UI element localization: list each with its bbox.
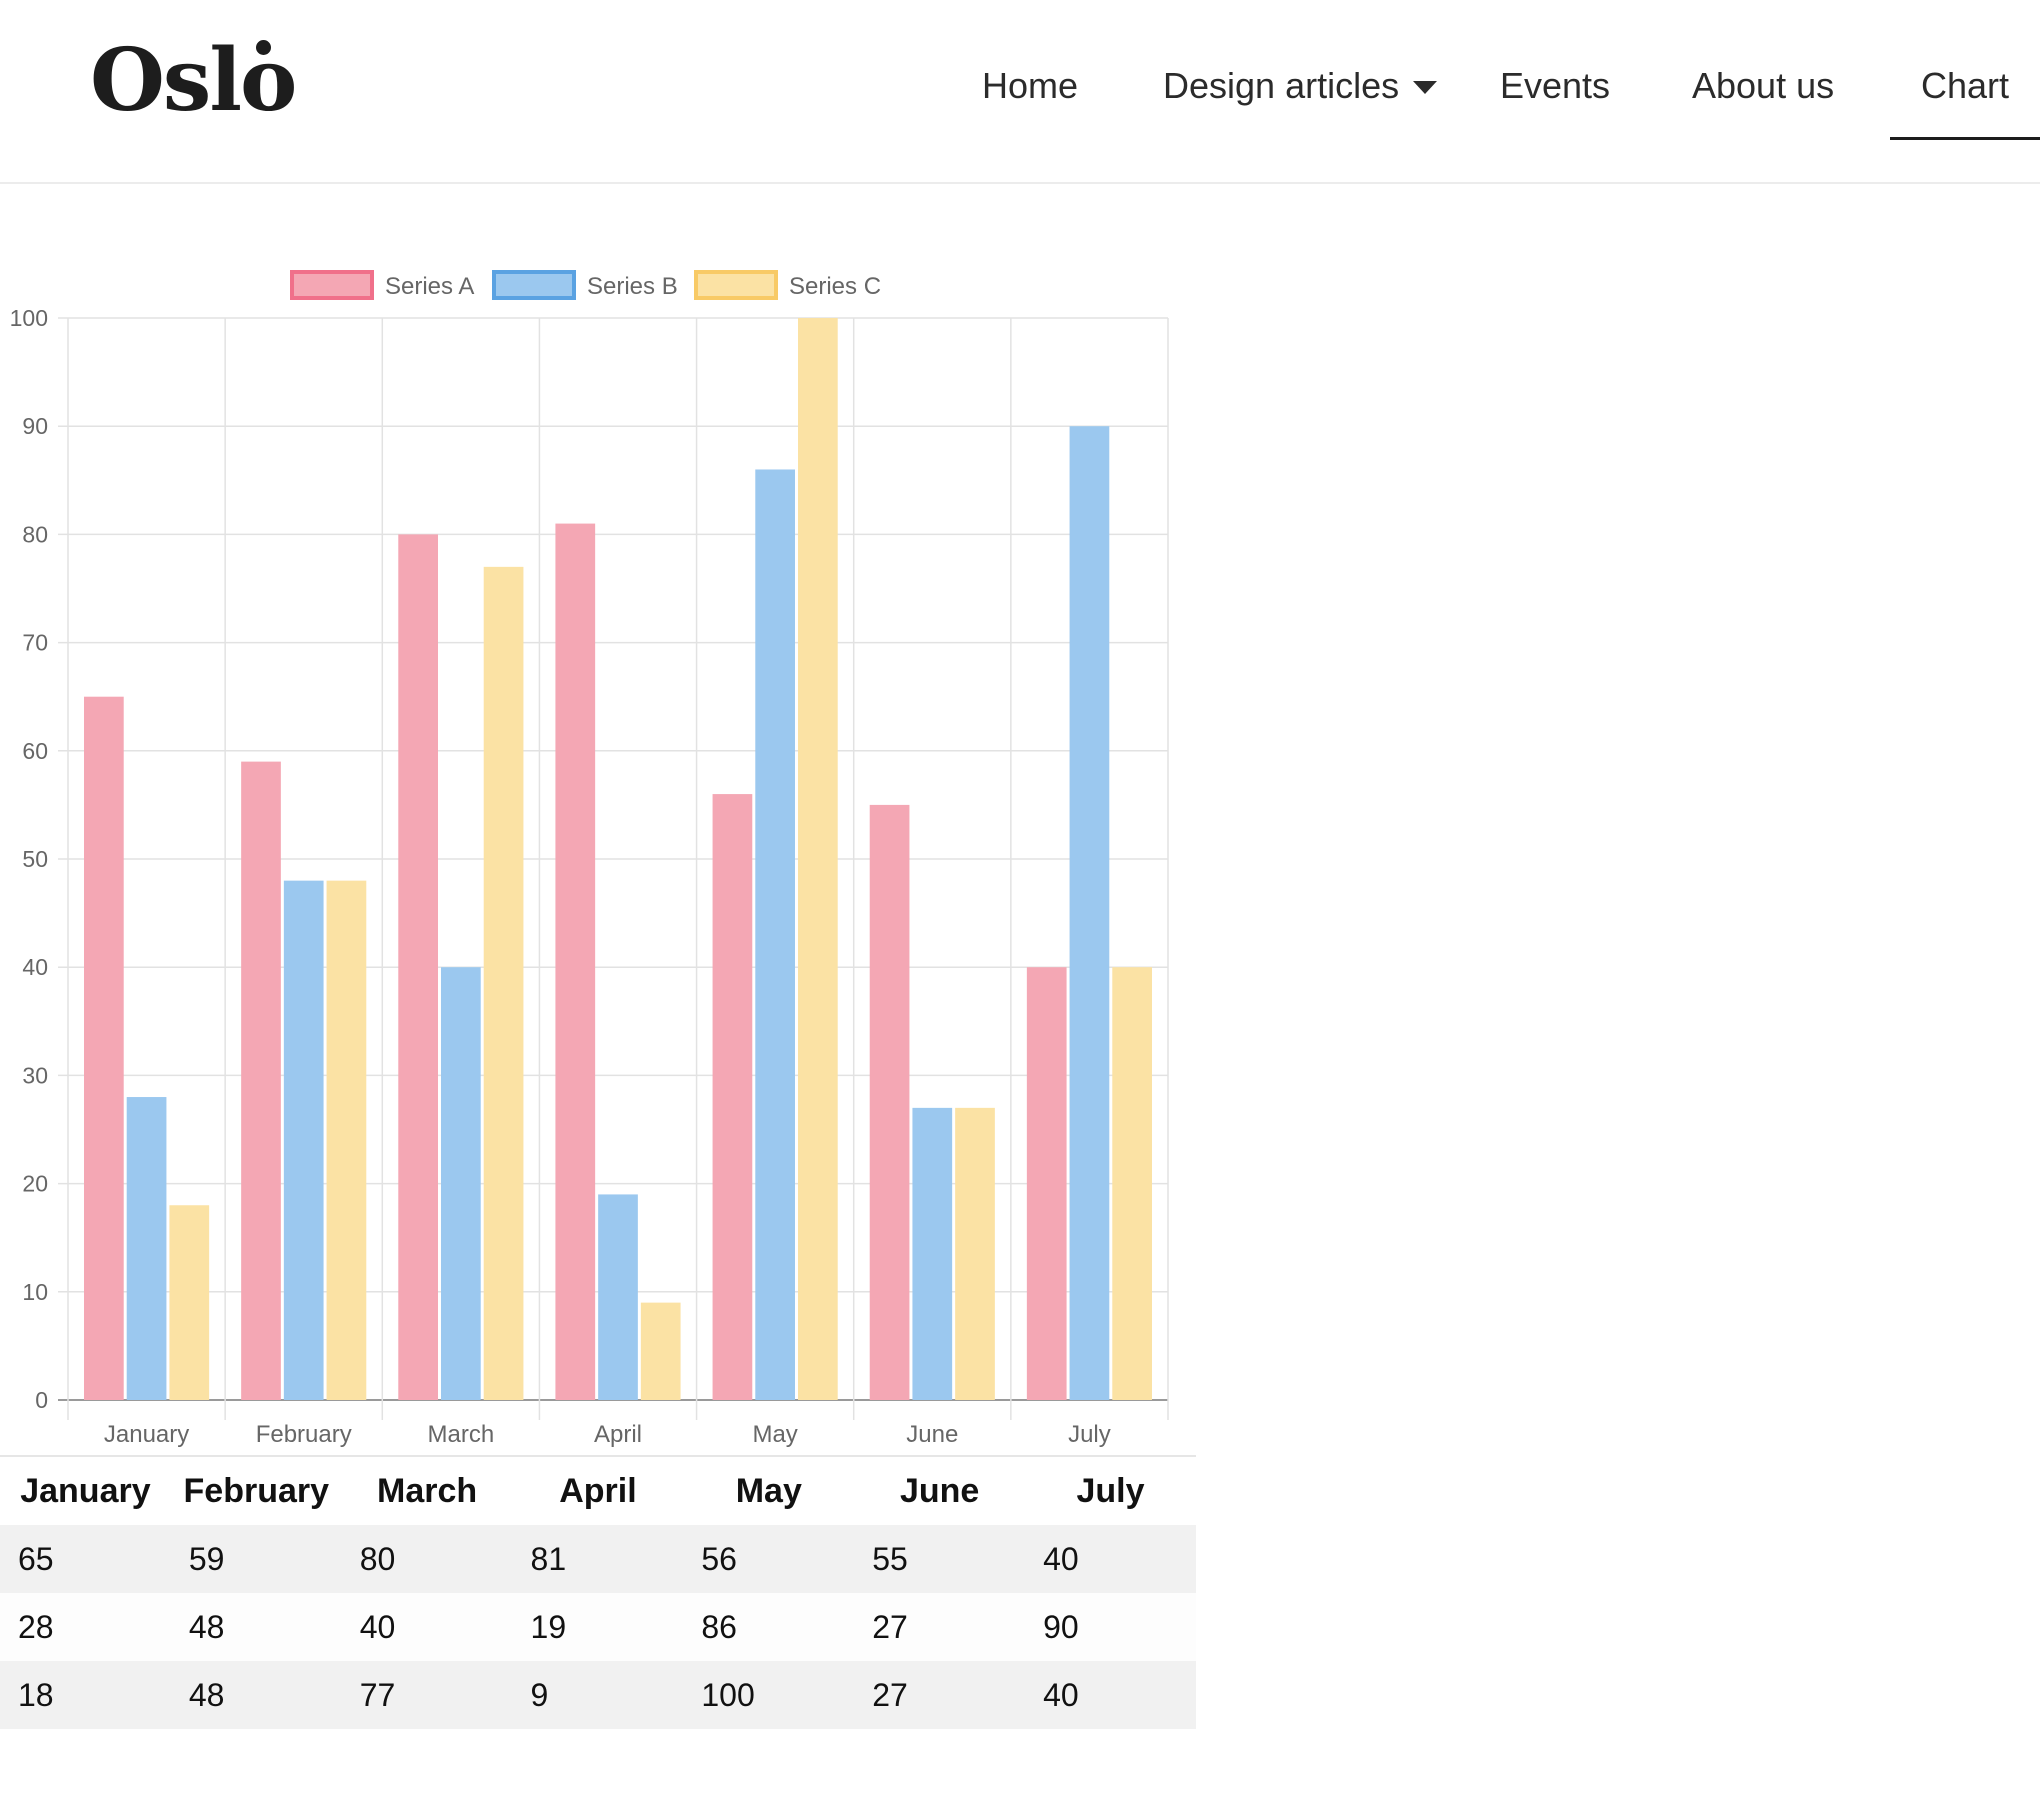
y-tick-label: 50 (22, 846, 48, 872)
bar-chart: 0 10 20 30 40 50 60 70 80 90 100 January February Mar… (10, 270, 1169, 1448)
bar (1112, 967, 1152, 1400)
logo-dot-icon (256, 40, 271, 55)
bar (241, 761, 281, 1400)
x-tick-label: May (752, 1421, 797, 1448)
y-tick-label: 100 (10, 305, 48, 331)
y-tick-label: 80 (22, 521, 48, 547)
bar (1026, 967, 1067, 1400)
bar (555, 523, 596, 1400)
table-row: 18 48 77 9 100 27 40 (0, 1661, 1196, 1729)
nav-item-events[interactable]: Events (1500, 65, 1611, 106)
table-cell: 55 (854, 1525, 1026, 1593)
table-cell: 100 (683, 1661, 855, 1729)
x-tick-label: January (104, 1421, 189, 1448)
table-cell: 9 (512, 1661, 684, 1729)
y-tick-label: 0 (35, 1387, 48, 1413)
y-tick-label: 70 (22, 630, 48, 656)
bar (869, 804, 910, 1400)
bar (912, 1107, 953, 1400)
table-cell: 48 (170, 1661, 342, 1729)
x-tick-label: March (428, 1421, 495, 1448)
legend-swatch (694, 270, 778, 300)
legend-swatch (492, 270, 576, 300)
table-cell: 81 (512, 1525, 684, 1593)
y-tick-label: 20 (22, 1171, 48, 1197)
x-tick-label: June (906, 1421, 958, 1448)
bar (483, 566, 524, 1400)
bar (326, 880, 367, 1400)
bar (598, 1194, 638, 1400)
bar (126, 1097, 167, 1400)
table-cell: 90 (1025, 1593, 1196, 1661)
bar (712, 794, 753, 1400)
bar (398, 534, 438, 1400)
table-cell: 28 (0, 1593, 171, 1661)
table-cell: 48 (170, 1593, 342, 1661)
column-header: June (854, 1455, 1026, 1525)
table-cell: 80 (341, 1525, 513, 1593)
table-cell: 27 (854, 1661, 1026, 1729)
active-nav-indicator (1890, 137, 2040, 140)
bar (441, 967, 481, 1400)
table-row: 28 48 40 19 86 27 90 (0, 1593, 1196, 1661)
column-header: April (512, 1455, 684, 1525)
legend-label: Series C (789, 273, 881, 300)
table-cell: 86 (683, 1593, 855, 1661)
bar (169, 1205, 210, 1400)
table-cell: 40 (1025, 1661, 1196, 1729)
x-tick-label: April (594, 1421, 642, 1448)
bar (283, 880, 324, 1400)
table-cell: 18 (0, 1661, 171, 1729)
table-cell: 40 (341, 1593, 513, 1661)
table-cell: 59 (170, 1525, 342, 1593)
y-tick-label: 60 (22, 738, 48, 764)
table-cell: 77 (341, 1661, 513, 1729)
table-row: 65 59 80 81 56 55 40 (0, 1525, 1196, 1593)
bar (798, 318, 838, 1400)
y-tick-label: 10 (22, 1279, 48, 1305)
bar (640, 1302, 681, 1400)
y-tick-label: 40 (22, 954, 48, 980)
table-cell: 19 (512, 1593, 684, 1661)
y-tick-label: 30 (22, 1062, 48, 1088)
chevron-down-icon[interactable] (1413, 81, 1437, 94)
column-header: May (683, 1455, 855, 1525)
x-tick-label: July (1068, 1421, 1111, 1448)
table-header-row: January February March April May June Ju… (0, 1455, 1196, 1525)
column-header: February (170, 1455, 342, 1525)
site-header: Oslo Home Design articles Events About u… (0, 0, 2040, 184)
table-cell: 27 (854, 1593, 1026, 1661)
bar (755, 469, 795, 1400)
column-header: January (0, 1455, 171, 1525)
bar (1069, 426, 1110, 1400)
nav-item-design-articles[interactable]: Design articles (1163, 65, 1400, 106)
bar (955, 1107, 995, 1400)
table-cell: 56 (683, 1525, 855, 1593)
column-header: March (341, 1455, 513, 1525)
nav-item-home[interactable]: Home (982, 65, 1079, 106)
legend-swatch (290, 270, 374, 300)
column-header: July (1025, 1455, 1196, 1525)
bar (84, 696, 124, 1400)
nav-item-about-us[interactable]: About us (1692, 65, 1835, 106)
table-cell: 65 (0, 1525, 171, 1593)
x-tick-label: February (256, 1421, 352, 1448)
legend-label: Series A (385, 273, 474, 300)
y-tick-label: 90 (22, 413, 48, 439)
table-cell: 40 (1025, 1525, 1196, 1593)
nav-item-chart[interactable]: Chart (1921, 65, 2010, 106)
data-table: January February March April May June Ju… (0, 1455, 1196, 1729)
legend-label: Series B (587, 273, 678, 300)
